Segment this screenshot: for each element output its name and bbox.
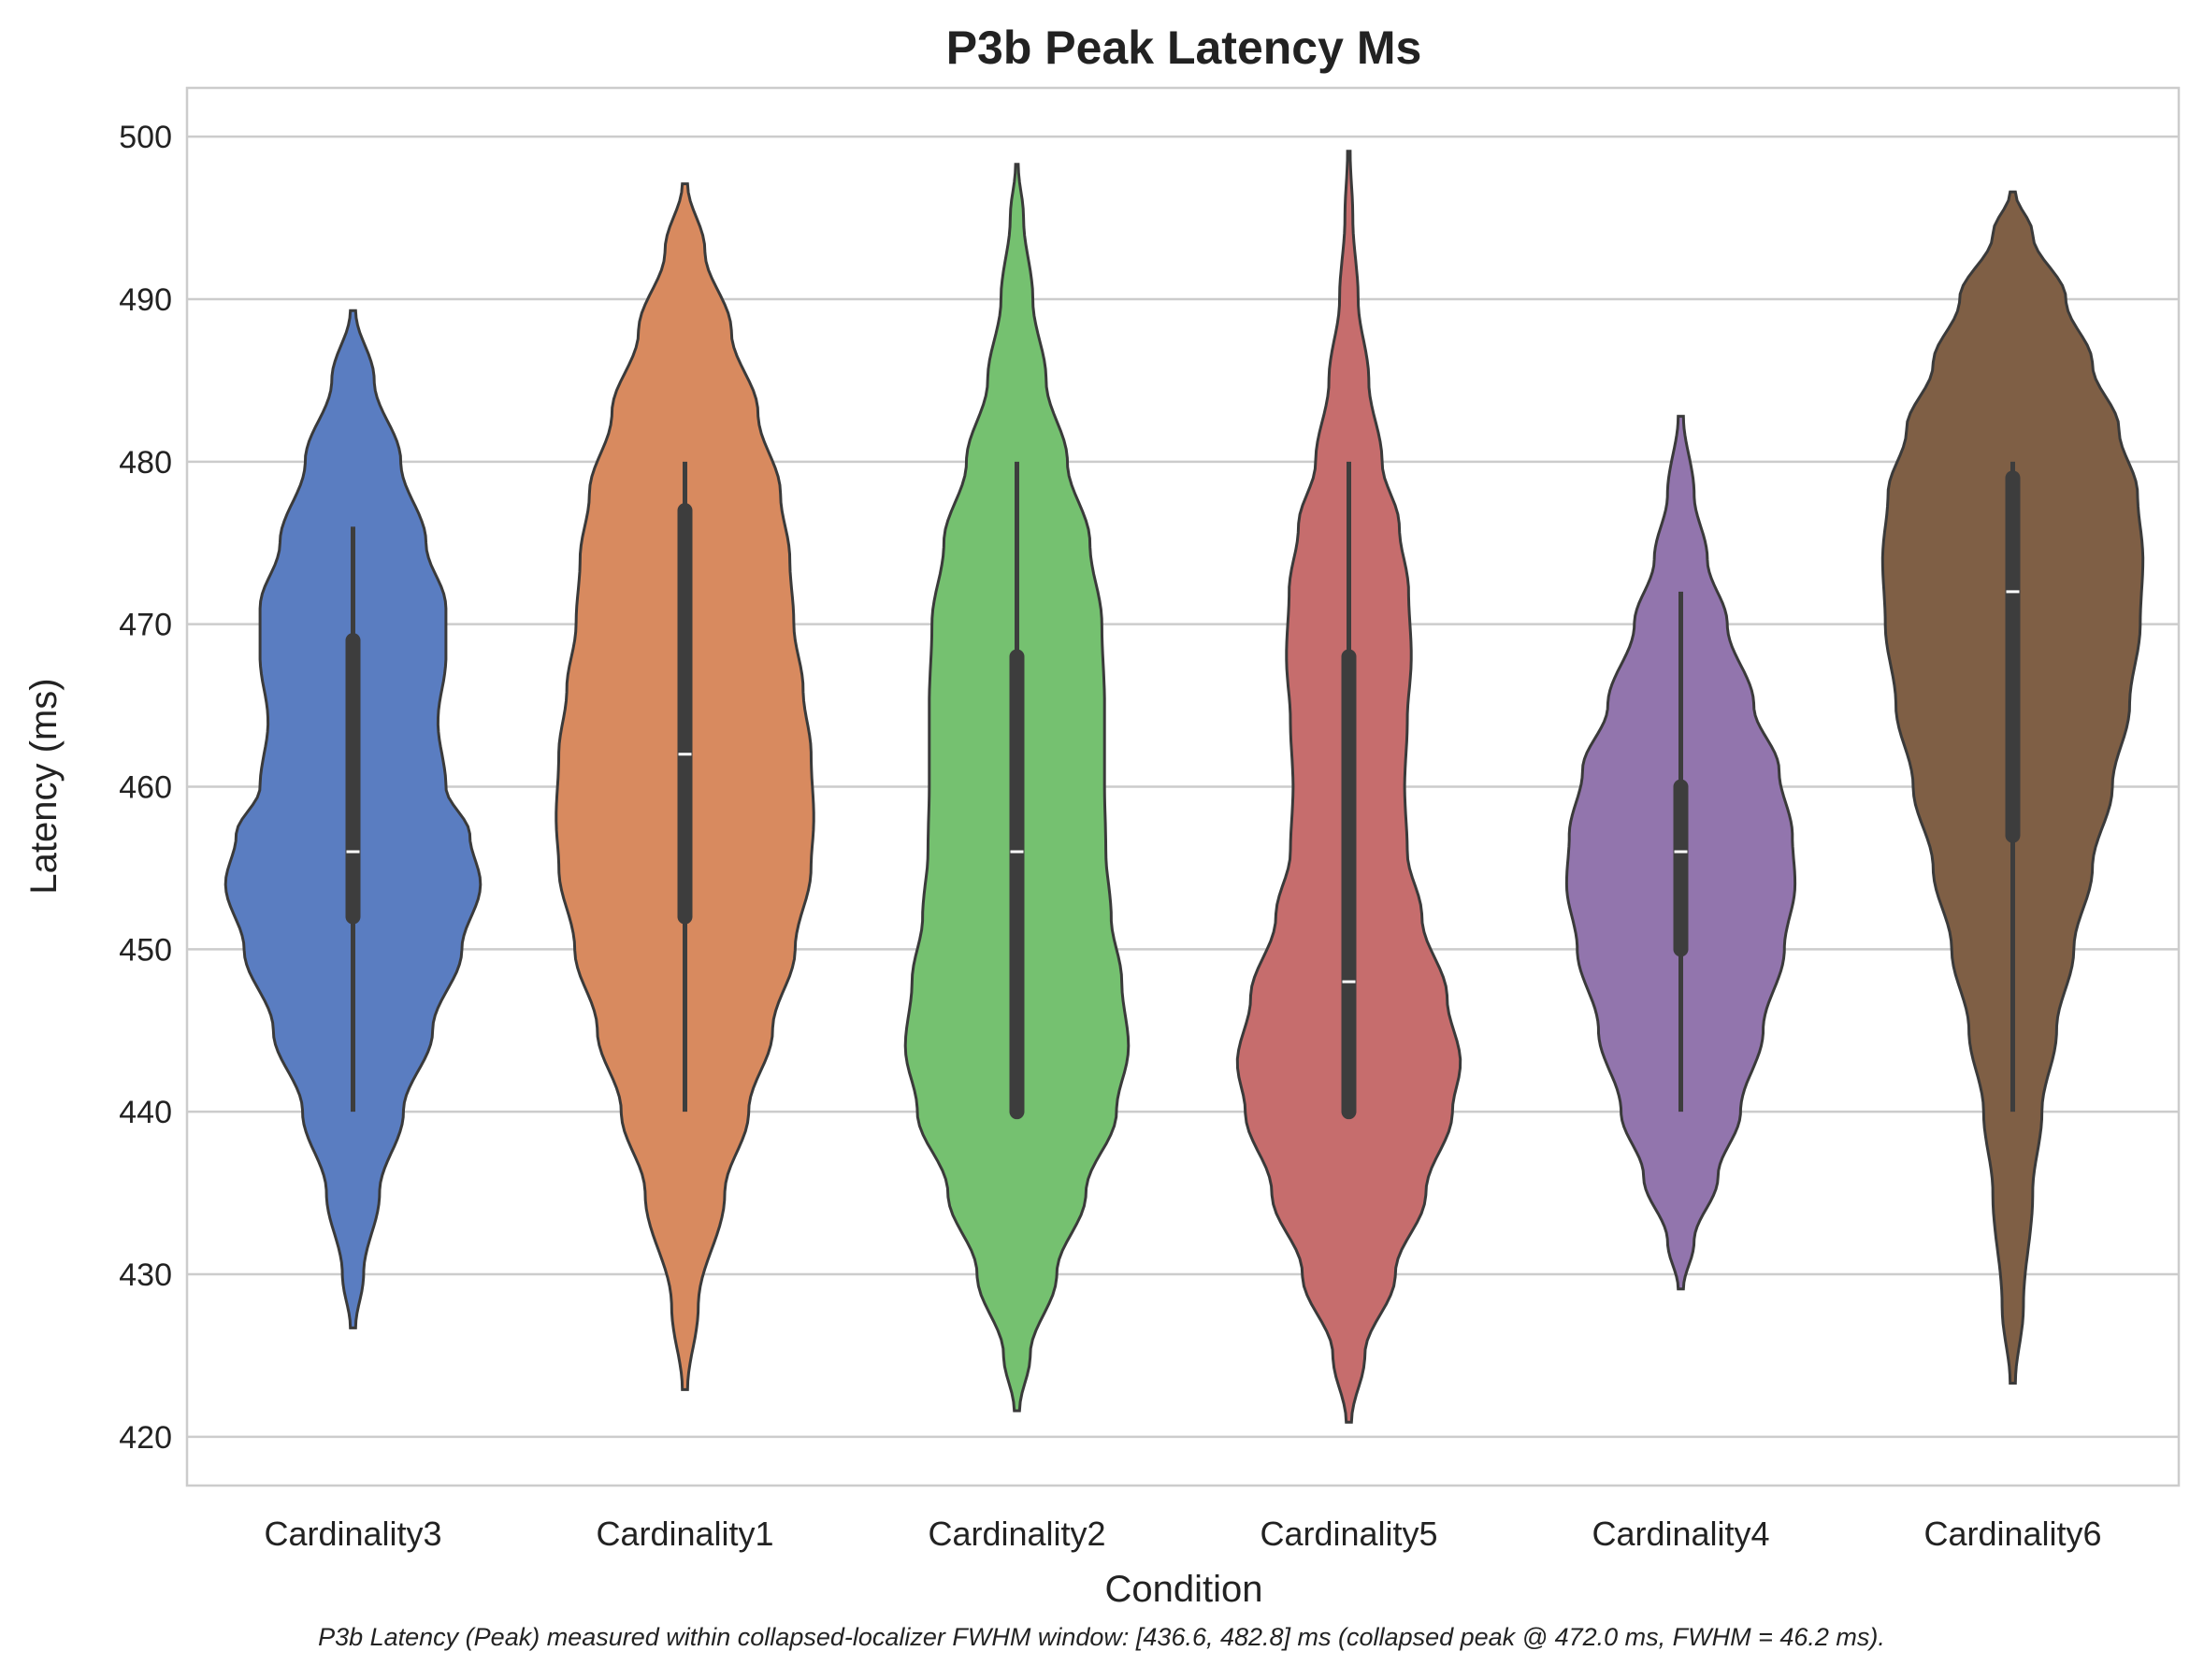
x-tick-label: Cardinality4 (1592, 1515, 1769, 1553)
axes-frame (185, 86, 2181, 1487)
violin-cardinality4 (1564, 414, 1797, 1291)
x-tick-labels: Cardinality3 Cardinality1 Cardinality2 Card… (264, 1515, 2101, 1553)
grid-lines (187, 135, 2179, 1439)
x-tick-label: Cardinality2 (928, 1515, 1105, 1553)
y-tick-label: 440 (119, 1095, 172, 1130)
x-tick-label: Cardinality6 (1923, 1515, 2101, 1553)
violin-cardinality6 (1880, 190, 2145, 1385)
y-tick-labels: 420 430 440 450 460 470 480 490 500 (119, 120, 172, 1456)
y-axis-label: Latency (ms) (23, 678, 65, 894)
violin-cardinality5 (1235, 150, 1462, 1424)
violin-cardinality1 (555, 182, 815, 1391)
x-tick-label: Cardinality5 (1260, 1515, 1437, 1553)
violin-cardinality3 (223, 309, 483, 1329)
y-tick-label: 420 (119, 1420, 172, 1456)
chart-title: P3b Peak Latency Ms (946, 22, 1422, 74)
y-tick-label: 490 (119, 282, 172, 318)
y-tick-label: 450 (119, 932, 172, 968)
violins (223, 150, 2145, 1424)
y-tick-label: 460 (119, 770, 172, 806)
x-tick-label: Cardinality3 (264, 1515, 441, 1553)
x-axis-label: Condition (1104, 1569, 1262, 1610)
violin-cardinality2 (903, 163, 1131, 1413)
y-tick-label: 470 (119, 608, 172, 643)
chart-caption: P3b Latency (Peak) measured within colla… (318, 1623, 1885, 1651)
y-tick-label: 500 (119, 120, 172, 155)
y-tick-label: 430 (119, 1257, 172, 1293)
x-tick-label: Cardinality1 (596, 1515, 773, 1553)
y-tick-label: 480 (119, 445, 172, 481)
